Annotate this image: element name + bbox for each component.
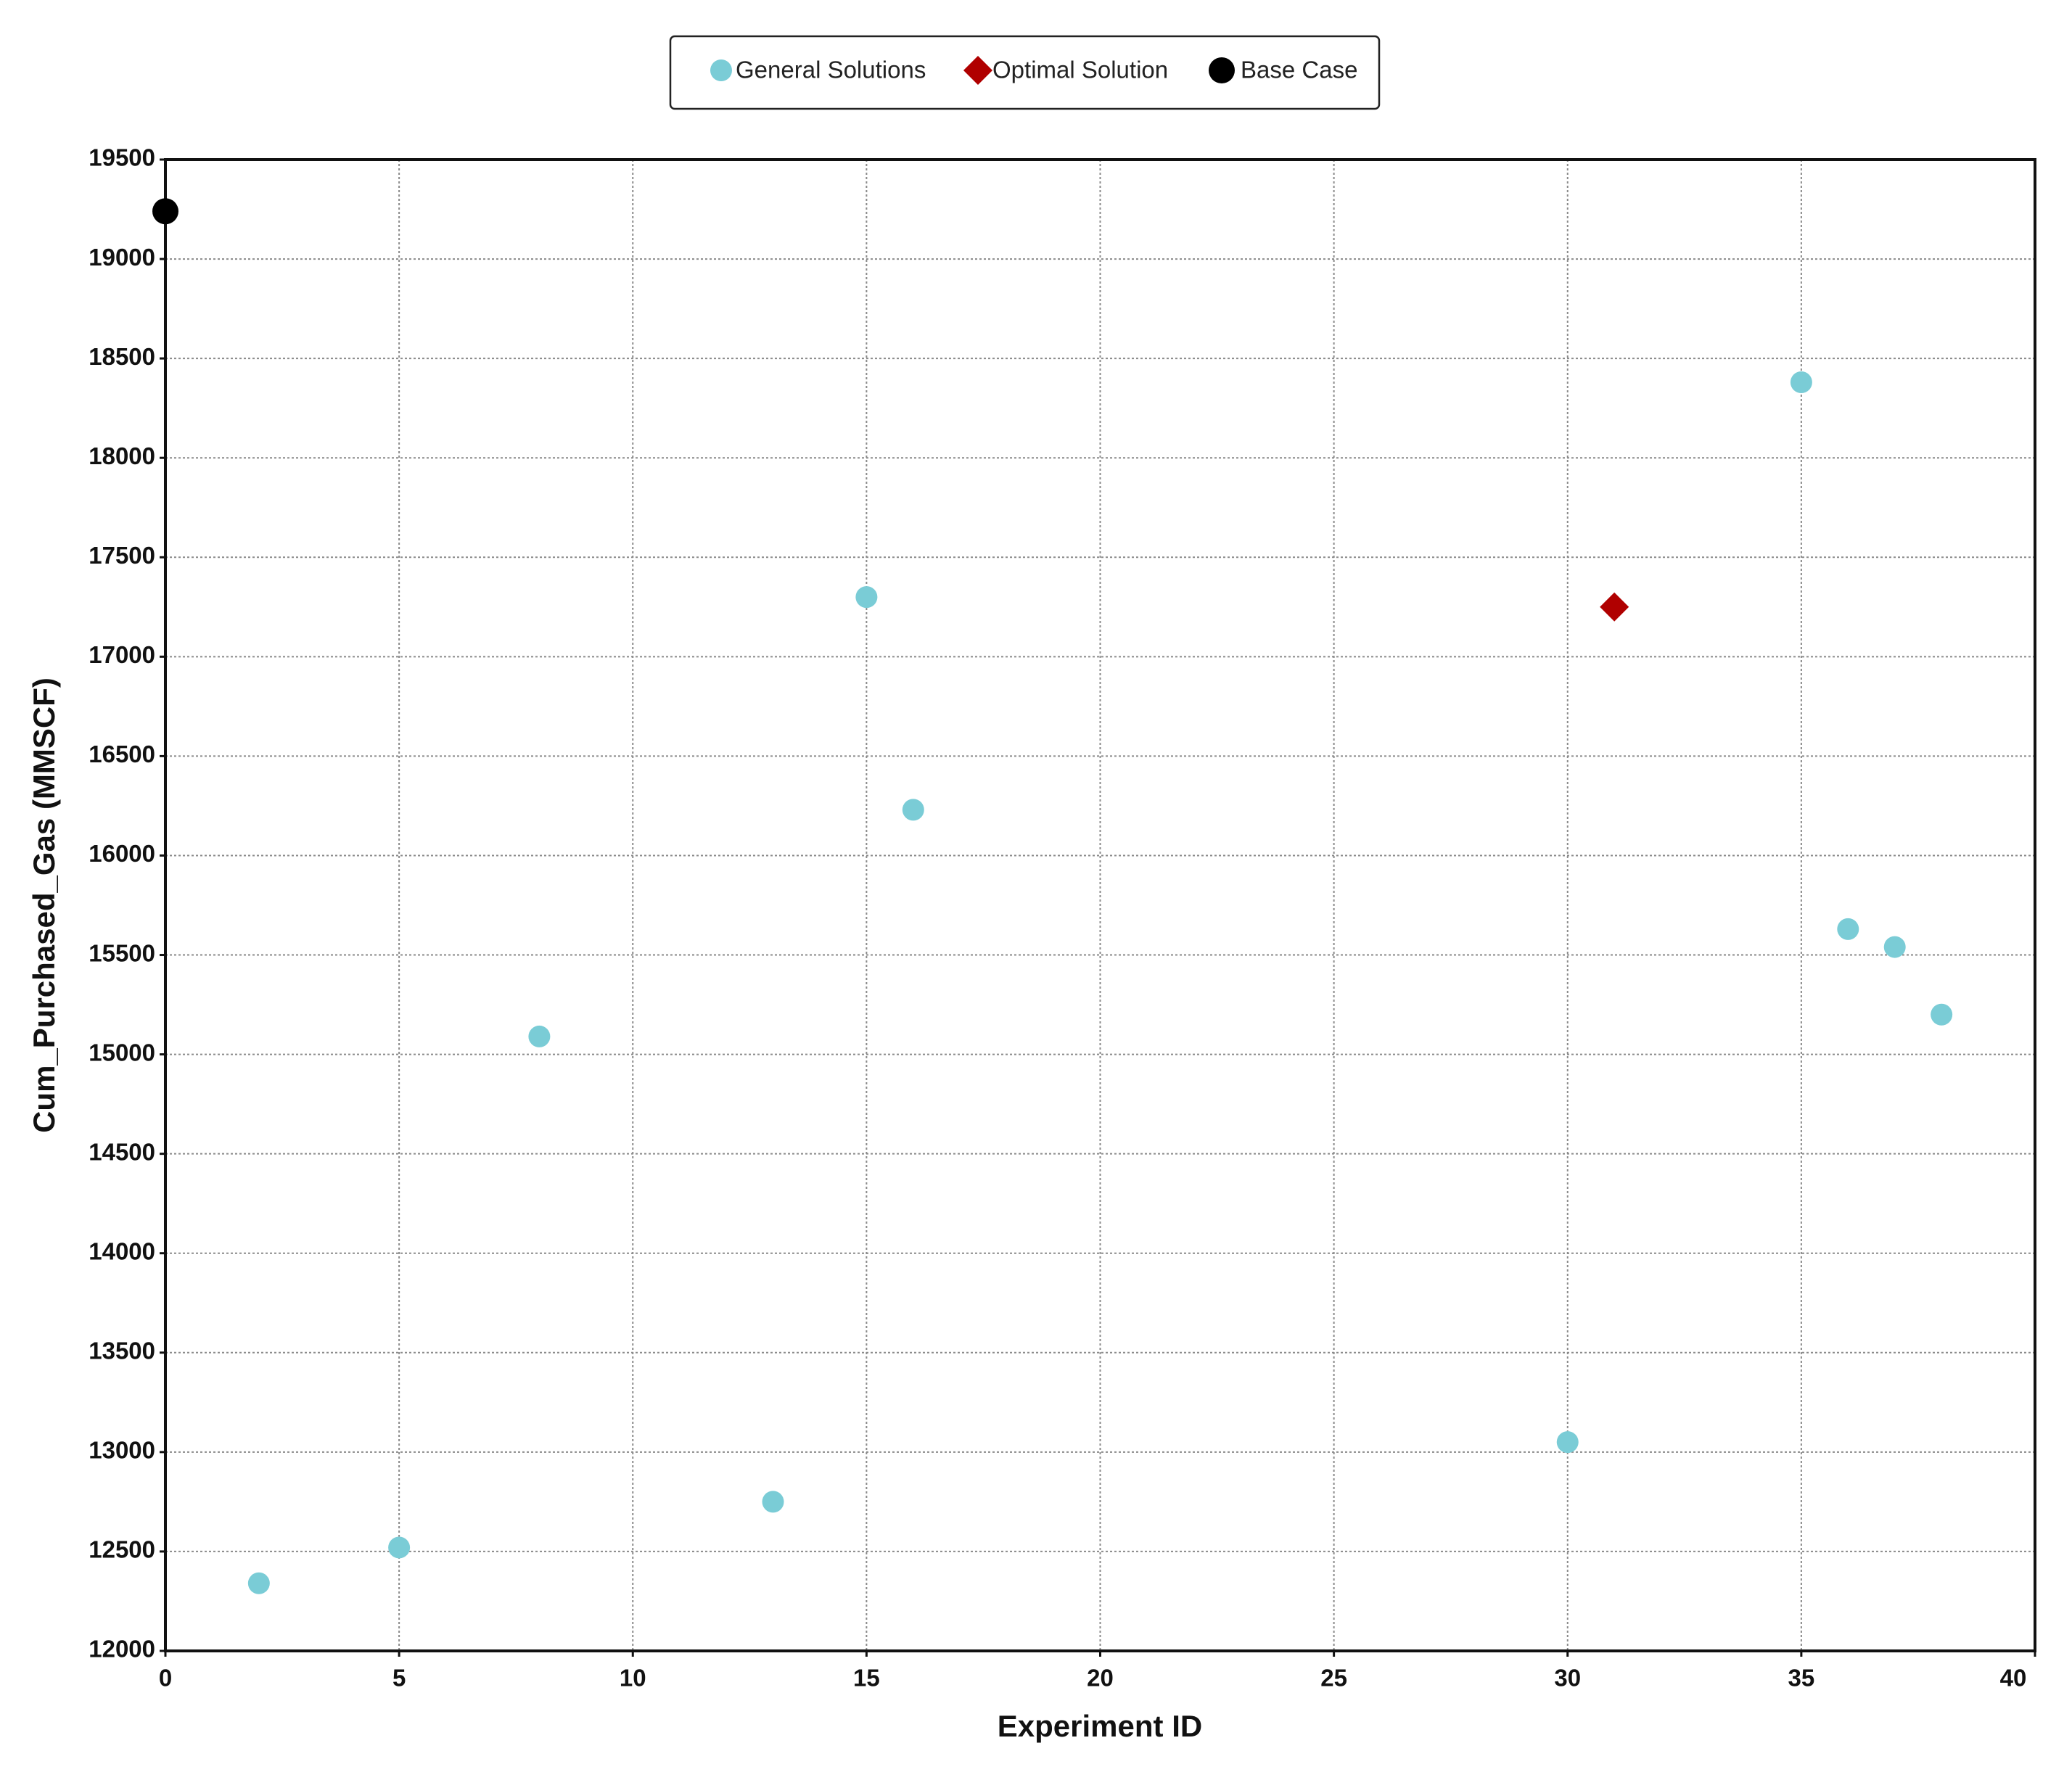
plot-frame [164,158,2036,1652]
point [388,1536,411,1559]
y-tick-label: 19000 [89,244,155,271]
x-tick-label: 40 [2000,1665,2027,1692]
point [528,1025,551,1047]
x-tick-label: 5 [392,1665,406,1692]
y-tick-label: 15000 [89,1039,155,1066]
y-tick-label: 18000 [89,442,155,469]
point [855,586,878,609]
point [1600,592,1629,622]
y-tick-label: 12500 [89,1536,155,1563]
point [1931,1003,1953,1026]
point [1883,936,1906,958]
point [152,198,178,225]
y-tick-label: 15500 [89,939,155,966]
x-tick-label: 10 [620,1665,646,1692]
x-tick-label: 30 [1554,1665,1581,1692]
x-tick-label: 25 [1320,1665,1347,1692]
point [247,1572,270,1594]
y-tick-label: 17500 [89,542,155,569]
legend-marker [1209,57,1235,83]
y-tick-label: 14000 [89,1237,155,1264]
legend-marker [963,56,992,85]
legend-box [669,35,1381,110]
point [1556,1431,1579,1454]
x-tick-label: 0 [159,1665,172,1692]
point [1837,918,1859,940]
legend-label: Optimal Solution [992,57,1168,83]
y-axis-title: Cum_Purchased_Gas (MMSCF) [27,677,61,1133]
legend-label: General Solutions [736,57,926,83]
legend-label: Base Case [1241,57,1357,83]
y-tick-label: 17000 [89,641,155,668]
y-tick-label: 16500 [89,741,155,767]
y-tick-label: 16000 [89,840,155,867]
point [902,799,924,821]
x-tick-label: 35 [1788,1665,1815,1692]
y-tick-label: 18500 [89,343,155,370]
x-tick-label: 15 [853,1665,880,1692]
y-tick-label: 13500 [89,1338,155,1364]
legend-marker [710,59,732,81]
y-tick-label: 19500 [89,144,155,171]
point [1790,371,1812,394]
y-tick-label: 13000 [89,1437,155,1464]
y-tick-label: 12000 [89,1636,155,1663]
x-tick-label: 20 [1087,1665,1114,1692]
point [762,1491,784,1513]
y-tick-label: 14500 [89,1138,155,1165]
x-axis-title: Experiment ID [998,1709,1202,1743]
